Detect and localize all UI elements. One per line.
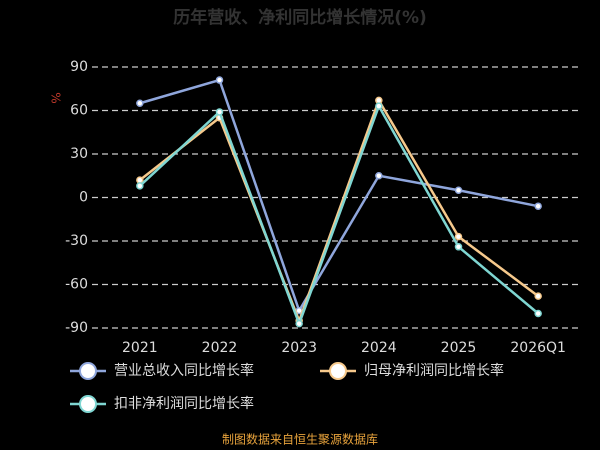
data-point [375, 102, 383, 110]
series-line [138, 103, 539, 328]
y-tick-label: 60 [70, 103, 88, 119]
legend-marker [79, 362, 97, 380]
y-tick-label: -90 [65, 320, 88, 336]
data-point [375, 172, 383, 180]
data-point [534, 309, 542, 318]
y-tick-label: 30 [70, 146, 88, 162]
data-point [295, 319, 303, 328]
y-axis-label: % [49, 92, 63, 103]
legend-marker [329, 362, 347, 380]
x-tick-label: 2021 [122, 340, 158, 356]
x-tick-label: 2026Q1 [510, 340, 566, 356]
legend-marker [79, 395, 97, 413]
data-point [454, 243, 463, 251]
data-point [454, 232, 463, 241]
legend-label: 归母净利润同比增长率 [364, 362, 504, 379]
series-line [139, 97, 539, 325]
legend-label: 扣非净利润同比增长率 [114, 395, 254, 412]
data-point [534, 292, 542, 300]
data-point [215, 108, 224, 116]
legend-label: 营业总收入同比增长率 [114, 362, 254, 379]
source-note: 制图数据来自恒生聚源数据库 [222, 432, 378, 447]
x-tick-label: 2022 [202, 340, 238, 356]
chart-title: 历年营收、净利同比增长情况(%) [173, 7, 427, 28]
data-point [534, 202, 542, 210]
x-tick-label: 2025 [441, 340, 477, 356]
y-tick-label: 90 [70, 59, 88, 75]
series-line [139, 78, 539, 314]
data-point [136, 182, 144, 190]
y-tick-label: 0 [79, 190, 88, 206]
data-point [215, 76, 224, 84]
data-point [136, 99, 144, 107]
y-tick-label: -60 [65, 277, 88, 293]
data-point [454, 186, 463, 194]
y-tick-label: -30 [65, 233, 88, 249]
x-tick-label: 2024 [361, 340, 397, 356]
x-tick-label: 2023 [281, 340, 317, 356]
